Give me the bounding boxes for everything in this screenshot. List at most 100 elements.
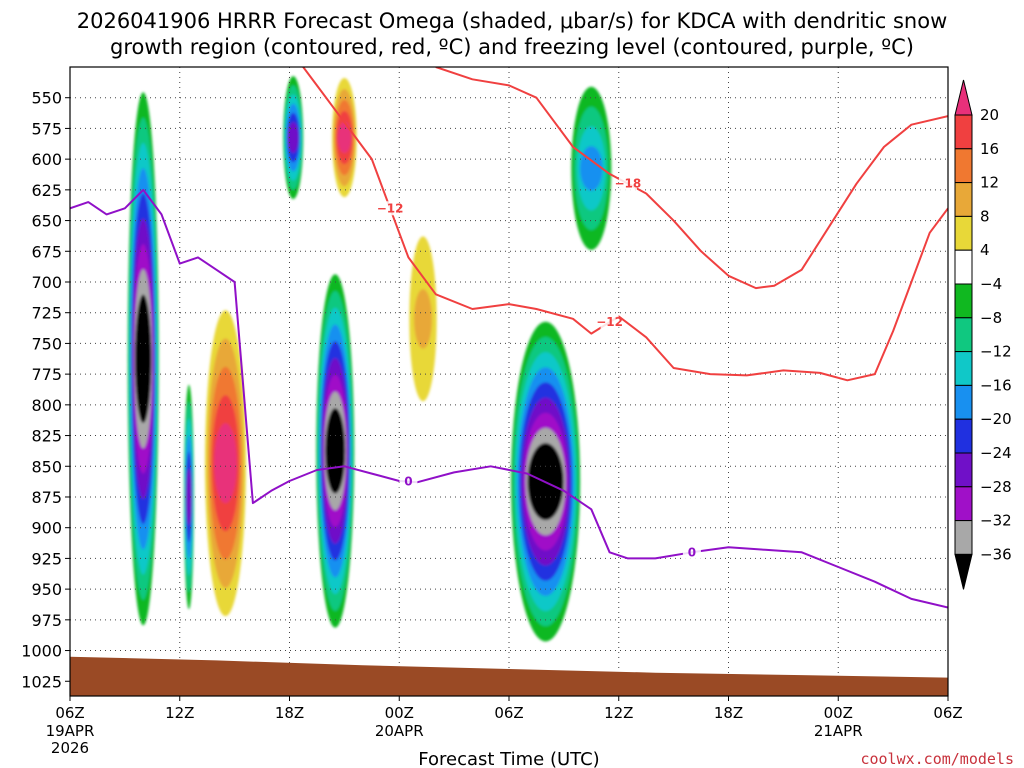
colorbar-label: 12 xyxy=(980,174,999,192)
colorbar-swatch xyxy=(954,486,973,522)
colorbar-label: −16 xyxy=(980,376,1012,394)
colorbar-swatch xyxy=(954,384,973,420)
colorbar-label: 8 xyxy=(980,207,990,225)
y-tick-label: 850 xyxy=(31,457,62,476)
omega-contour-band xyxy=(337,122,352,154)
y-tick-label: 975 xyxy=(31,611,62,630)
x-tick-label: 18Z xyxy=(275,704,304,722)
dendritic-contour-line xyxy=(435,67,948,290)
chart-title-line2: growth region (contoured, red, ºC) and f… xyxy=(110,35,914,59)
terrain-layer xyxy=(70,656,948,696)
omega-contour-band xyxy=(325,408,346,494)
dendritic-contour-label: −18 xyxy=(615,177,642,191)
omega-region xyxy=(316,274,355,628)
y-tick-label: 800 xyxy=(31,396,62,415)
x-tick-label: 06Z xyxy=(494,704,523,722)
y-tick-label: 825 xyxy=(31,427,62,446)
y-tick-label: 775 xyxy=(31,365,62,384)
colorbar-swatch xyxy=(954,283,973,319)
x-tick-label: 12Z xyxy=(165,704,194,722)
colorbar-swatch xyxy=(954,351,973,386)
colorbar-label: 4 xyxy=(980,241,990,259)
chart-title-line1: 2026041906 HRRR Forecast Omega (shaded, … xyxy=(77,9,948,33)
dendritic-contour-label-bg xyxy=(381,201,400,216)
x-tick-date: 19APR xyxy=(46,722,95,740)
colorbar-label: −20 xyxy=(980,410,1012,428)
freezing-level-label: 0 xyxy=(404,475,412,489)
omega-region xyxy=(409,236,437,402)
x-tick-label: 00Z xyxy=(385,704,414,722)
colorbar-label: −32 xyxy=(980,512,1012,530)
dendritic-contour-label-bg xyxy=(618,176,637,191)
omega-contour-band xyxy=(214,423,237,504)
y-tick-label: 725 xyxy=(31,304,62,323)
omega-region xyxy=(205,310,246,617)
freezing-level-label: 0 xyxy=(688,545,696,559)
contour-lines: −12 −12 −18 0 0 xyxy=(70,67,948,609)
colorbar-swatch xyxy=(954,148,973,184)
colorbar-swatch xyxy=(954,317,973,353)
plot-background xyxy=(70,67,948,696)
credit-text: coolwx.com/models xyxy=(860,750,1014,768)
omega-region xyxy=(571,86,612,251)
freezing-level-label-bg xyxy=(399,474,418,489)
colorbar-label: −8 xyxy=(980,309,1002,327)
x-tick-label: 00Z xyxy=(824,704,853,722)
x-tick-date: 20APR xyxy=(375,722,424,740)
x-tick-date: 21APR xyxy=(814,722,863,740)
omega-contour-band xyxy=(414,289,432,349)
colorbar-label: −36 xyxy=(980,545,1012,563)
colorbar-swatch xyxy=(954,520,973,555)
colorbar-label: 20 xyxy=(980,106,999,124)
dendritic-contour-label: −12 xyxy=(596,315,623,329)
colorbar-swatch xyxy=(954,418,973,454)
y-tick-label: 600 xyxy=(31,150,62,169)
y-tick-label: 875 xyxy=(31,488,62,507)
y-axis: 550 575 600 625 650 675 700 725 750 775 800 825 850 8… xyxy=(21,89,70,691)
y-tick-label: 750 xyxy=(31,334,62,353)
colorbar-label: −12 xyxy=(980,343,1012,361)
plot-area: −12 −12 −18 0 0 xyxy=(70,67,948,696)
colorbar-swatch xyxy=(954,249,973,285)
colorbar-label: −24 xyxy=(980,444,1012,462)
omega-region xyxy=(127,92,159,626)
colorbar-swatch xyxy=(954,452,973,488)
x-tick-label: 12Z xyxy=(604,704,633,722)
omega-contour-band xyxy=(185,468,192,526)
omega-contour-band xyxy=(287,122,299,154)
y-tick-label: 625 xyxy=(31,181,62,200)
x-tick-label: 06Z xyxy=(55,704,84,722)
x-tick-year: 2026 xyxy=(51,739,89,757)
dendritic-contour-label: −12 xyxy=(377,201,404,215)
y-tick-label: 900 xyxy=(31,519,62,538)
omega-contour-band xyxy=(135,294,152,423)
colorbar-label: 16 xyxy=(980,140,999,158)
colorbar-top-arrow xyxy=(954,79,973,116)
colorbar-swatch xyxy=(954,215,973,251)
y-tick-label: 675 xyxy=(31,242,62,261)
colorbar-label: −28 xyxy=(980,478,1012,496)
omega-region xyxy=(283,76,304,200)
y-tick-label: 950 xyxy=(31,580,62,599)
y-tick-label: 550 xyxy=(31,89,62,108)
y-tick-label: 700 xyxy=(31,273,62,292)
dendritic-contour-label-bg xyxy=(600,315,619,330)
terrain-fill xyxy=(70,656,948,696)
x-tick-label: 06Z xyxy=(933,704,962,722)
x-axis-label: Forecast Time (UTC) xyxy=(418,749,599,768)
y-tick-label: 925 xyxy=(31,549,62,568)
y-tick-label: 650 xyxy=(31,212,62,231)
x-tick-label: 18Z xyxy=(714,704,743,722)
colorbar-label: −4 xyxy=(980,275,1002,293)
freezing-level-label-bg xyxy=(682,545,701,560)
y-tick-label: 575 xyxy=(31,119,62,138)
omega-contour-band xyxy=(580,146,603,191)
colorbar-swatch xyxy=(954,182,973,217)
y-tick-label: 1025 xyxy=(21,672,62,691)
y-tick-label: 1000 xyxy=(21,642,62,661)
colorbar-bottom-arrow xyxy=(954,553,973,590)
colorbar: 20 16 12 8 4 −4 −8 −12 −16 −20 −24 −28 −32 −36 xyxy=(954,79,1012,590)
omega-region xyxy=(332,78,357,198)
